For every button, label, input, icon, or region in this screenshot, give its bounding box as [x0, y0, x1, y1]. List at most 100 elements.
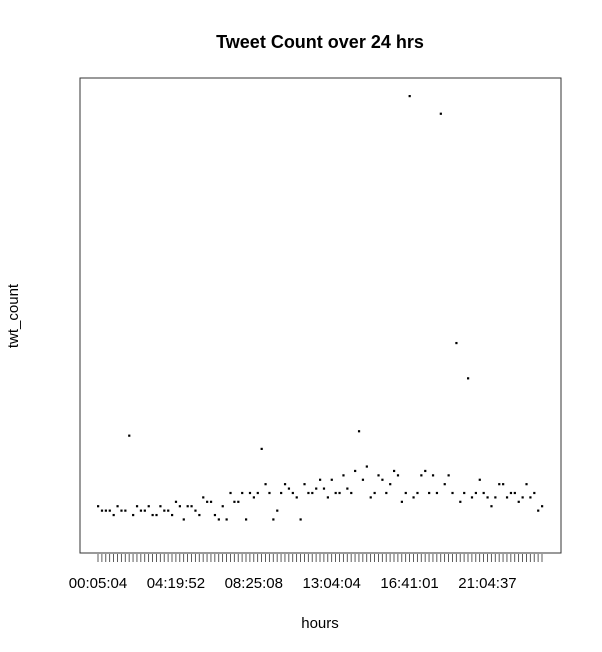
- data-point: [128, 434, 131, 437]
- data-point: [307, 491, 310, 495]
- data-point: [354, 469, 357, 473]
- data-point: [112, 513, 115, 517]
- data-point: [264, 483, 267, 486]
- data-point: [490, 505, 493, 508]
- data-point: [396, 474, 400, 477]
- data-point: [502, 483, 505, 486]
- data-point: [389, 483, 392, 486]
- data-point: [311, 491, 314, 495]
- x-tick-label: 21:04:37: [458, 575, 516, 592]
- data-point: [365, 465, 368, 468]
- data-point: [97, 505, 100, 508]
- data-point: [416, 491, 419, 495]
- data-point: [498, 483, 501, 486]
- data-point: [478, 478, 481, 481]
- x-tick-label: 13:04:04: [302, 575, 360, 592]
- data-point: [225, 518, 228, 521]
- data-point: [213, 513, 217, 517]
- data-point: [135, 505, 139, 508]
- data-point: [143, 509, 146, 512]
- data-point: [272, 518, 275, 521]
- data-point: [139, 509, 143, 512]
- data-point: [541, 505, 544, 508]
- data-point: [241, 491, 244, 495]
- data-point: [124, 509, 127, 512]
- data-point: [393, 469, 396, 473]
- data-point: [517, 500, 520, 503]
- data-point: [404, 491, 407, 495]
- data-point: [248, 491, 252, 495]
- data-point: [412, 496, 415, 499]
- data-point: [447, 474, 450, 477]
- data-point: [470, 496, 474, 499]
- data-point: [198, 513, 201, 517]
- data-point: [245, 518, 248, 521]
- data-point: [467, 377, 470, 380]
- data-point: [505, 496, 509, 499]
- data-point: [431, 474, 435, 477]
- data-point: [474, 491, 477, 495]
- data-point: [326, 496, 329, 499]
- data-point: [155, 513, 158, 517]
- data-point: [280, 491, 283, 495]
- data-point: [533, 491, 536, 495]
- data-point: [237, 500, 240, 503]
- data-point: [319, 478, 322, 481]
- data-point: [350, 491, 353, 495]
- y-axis-label: twt_count: [5, 283, 22, 348]
- data-point: [428, 491, 431, 495]
- data-point: [509, 491, 513, 495]
- data-point: [252, 496, 255, 499]
- data-point: [229, 491, 232, 495]
- data-point: [295, 496, 298, 499]
- data-point: [443, 483, 446, 486]
- x-tick-label: 16:41:01: [380, 575, 438, 592]
- data-point: [322, 487, 326, 490]
- data-point: [100, 509, 104, 512]
- data-point: [256, 491, 259, 495]
- data-point: [291, 491, 294, 495]
- data-point: [217, 518, 220, 521]
- data-point: [178, 505, 181, 508]
- data-point: [482, 491, 485, 495]
- data-point: [385, 491, 388, 495]
- data-point: [315, 487, 318, 490]
- data-point: [330, 478, 333, 481]
- data-point: [494, 496, 497, 499]
- data-point: [361, 478, 365, 481]
- data-point: [451, 491, 454, 495]
- x-axis-label: hours: [301, 615, 339, 632]
- data-point: [513, 491, 516, 495]
- data-point: [287, 487, 291, 490]
- x-tick-label: 04:19:52: [147, 575, 205, 592]
- data-point: [221, 505, 224, 508]
- data-point: [525, 483, 528, 486]
- data-point: [104, 509, 107, 512]
- data-point: [182, 518, 185, 521]
- data-points: [97, 95, 544, 521]
- data-point: [202, 496, 205, 499]
- data-point: [424, 469, 427, 473]
- data-point: [132, 513, 135, 517]
- plot-frame: [79, 77, 562, 554]
- data-point: [233, 500, 236, 503]
- data-point: [420, 474, 423, 477]
- x-tick-label: 00:05:04: [69, 575, 127, 592]
- data-point: [408, 95, 411, 98]
- data-point: [171, 513, 174, 517]
- data-point: [373, 491, 376, 495]
- data-point: [120, 509, 123, 512]
- data-point: [529, 496, 532, 499]
- x-axis-tick-labels: 00:05:04 04:19:52 08:25:08 13:04:04 16:41:01…: [69, 575, 517, 592]
- data-point: [151, 513, 154, 517]
- data-point: [190, 505, 193, 508]
- data-point: [159, 505, 162, 508]
- data-point: [303, 483, 306, 486]
- data-point: [108, 509, 111, 512]
- chart-title: Tweet Count over 24 hrs: [216, 32, 424, 52]
- data-point: [299, 518, 302, 521]
- x-axis-ticks: [97, 554, 543, 562]
- data-point: [486, 496, 489, 499]
- data-point: [381, 478, 384, 481]
- data-point: [521, 496, 524, 499]
